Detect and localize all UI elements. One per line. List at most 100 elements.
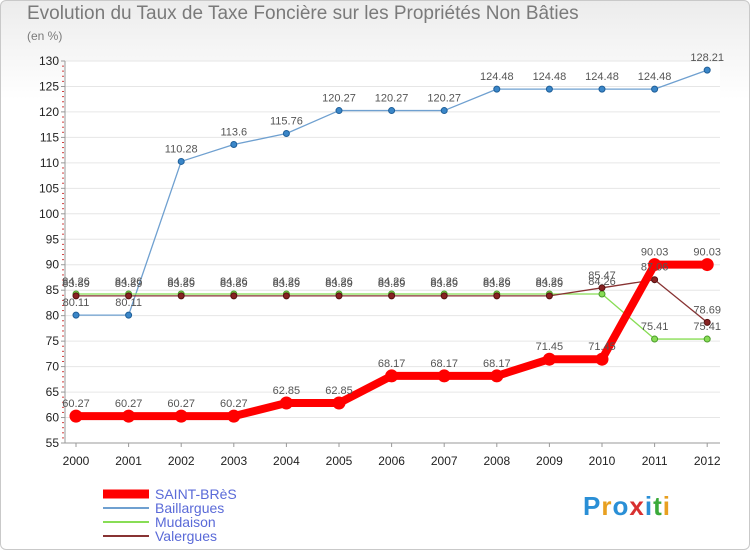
- x-tick-label: 2009: [536, 454, 563, 468]
- data-label: 84.26: [536, 276, 564, 288]
- logo-letter: x: [629, 491, 645, 521]
- data-label: 62.85: [325, 385, 353, 397]
- data-label: 84.26: [220, 276, 248, 288]
- data-label: 68.17: [483, 358, 511, 370]
- data-point: [282, 292, 290, 300]
- data-point: [542, 352, 556, 366]
- data-label: 124.48: [638, 71, 672, 83]
- data-label: 84.26: [483, 276, 511, 288]
- y-tick-label: 80: [46, 309, 60, 323]
- data-point: [335, 107, 343, 115]
- y-tick-label: 115: [40, 130, 59, 144]
- y-tick-label: 55: [46, 436, 60, 450]
- x-tick-label: 2003: [220, 454, 247, 468]
- data-point: [490, 369, 504, 383]
- x-tick-label: 2000: [63, 454, 90, 468]
- data-point: [648, 258, 662, 272]
- axes: 55 60 65 70 75 80 85 90 95 100 105 110 115 120 125 130 2…: [39, 54, 721, 468]
- data-label: 71.45: [536, 341, 564, 353]
- legend-label: SAINT-BRèS: [155, 486, 237, 502]
- data-label: 83.89: [62, 278, 90, 290]
- data-point: [598, 284, 606, 292]
- data-label: 120.27: [322, 93, 356, 105]
- data-point: [177, 292, 185, 300]
- data-label: 68.17: [378, 358, 406, 370]
- data-label: 83.89: [378, 278, 406, 290]
- data-point: [545, 292, 553, 300]
- data-point: [440, 292, 448, 300]
- data-label: 110.28: [165, 143, 198, 155]
- data-label: 115.76: [270, 116, 303, 128]
- x-tick-label: 2008: [483, 454, 510, 468]
- data-label: 85.47: [588, 270, 616, 282]
- data-label: 83.89: [325, 278, 353, 290]
- data-label: 87.06: [641, 262, 669, 274]
- data-label: 83.89: [430, 278, 458, 290]
- data-label: 60.27: [167, 398, 195, 410]
- y-tick-label: 110: [40, 156, 59, 170]
- y-tick-label: 65: [46, 385, 60, 399]
- y-tick-label: 100: [39, 207, 59, 221]
- data-label: 84.26: [115, 276, 143, 288]
- data-point: [174, 409, 188, 423]
- data-label: 113.6: [220, 127, 247, 139]
- grid-lines: [65, 60, 720, 444]
- data-label: 124.48: [480, 71, 514, 83]
- x-tick-label: 2001: [115, 454, 142, 468]
- data-point: [335, 292, 343, 300]
- data-label: 83.89: [483, 278, 511, 290]
- data-point: [125, 292, 133, 300]
- y-tick-label: 70: [46, 360, 60, 374]
- data-point: [230, 141, 238, 149]
- data-label: 83.89: [273, 278, 301, 290]
- data-label: 90.03: [693, 247, 721, 259]
- data-point: [598, 85, 606, 93]
- data-point: [651, 276, 659, 284]
- data-label: 90.03: [641, 247, 669, 259]
- data-label: 84.26: [430, 276, 458, 288]
- data-label: 84.26: [588, 276, 616, 288]
- data-label: 83.89: [220, 278, 248, 290]
- data-point: [703, 335, 711, 343]
- data-point: [703, 318, 711, 326]
- logo-letter: i: [644, 491, 654, 521]
- data-label: 120.27: [427, 93, 461, 105]
- data-label: 75.41: [641, 321, 669, 333]
- data-point: [72, 292, 80, 300]
- data-point: [72, 311, 80, 319]
- x-tick-label: 2004: [273, 454, 300, 468]
- data-labels: 60.27 60.27 60.27 60.27 62.85 62.85 68.17 68.17…: [62, 52, 724, 410]
- data-label: 60.27: [115, 398, 143, 410]
- data-point: [440, 107, 448, 115]
- y-tick-label: 75: [46, 334, 60, 348]
- logo-letter: t: [653, 491, 663, 521]
- data-point: [700, 258, 714, 272]
- data-point: [388, 292, 396, 300]
- data-label: 62.85: [273, 385, 301, 397]
- data-point: [437, 369, 451, 383]
- data-point: [388, 107, 396, 115]
- data-label: 128.21: [690, 52, 724, 64]
- data-label: 78.69: [693, 304, 721, 316]
- y-tick-label: 120: [39, 105, 59, 119]
- data-point: [282, 130, 290, 138]
- data-label: 84.26: [378, 276, 406, 288]
- x-tick-label: 2005: [326, 454, 353, 468]
- y-tick-label: 85: [46, 283, 60, 297]
- data-point: [545, 85, 553, 93]
- y-axis-unit: (en %): [27, 29, 63, 43]
- data-label: 83.89: [115, 278, 143, 290]
- plot-area: [65, 61, 720, 443]
- data-point: [122, 409, 136, 423]
- data-point: [598, 290, 606, 298]
- x-tick-label: 2007: [431, 454, 458, 468]
- data-label: 80.11: [115, 297, 142, 309]
- data-point: [230, 292, 238, 300]
- data-point: [279, 396, 293, 410]
- data-point: [703, 66, 711, 74]
- logo-letter: i: [662, 491, 671, 521]
- legend-label: Valergues: [155, 528, 217, 544]
- data-label: 68.17: [430, 358, 458, 370]
